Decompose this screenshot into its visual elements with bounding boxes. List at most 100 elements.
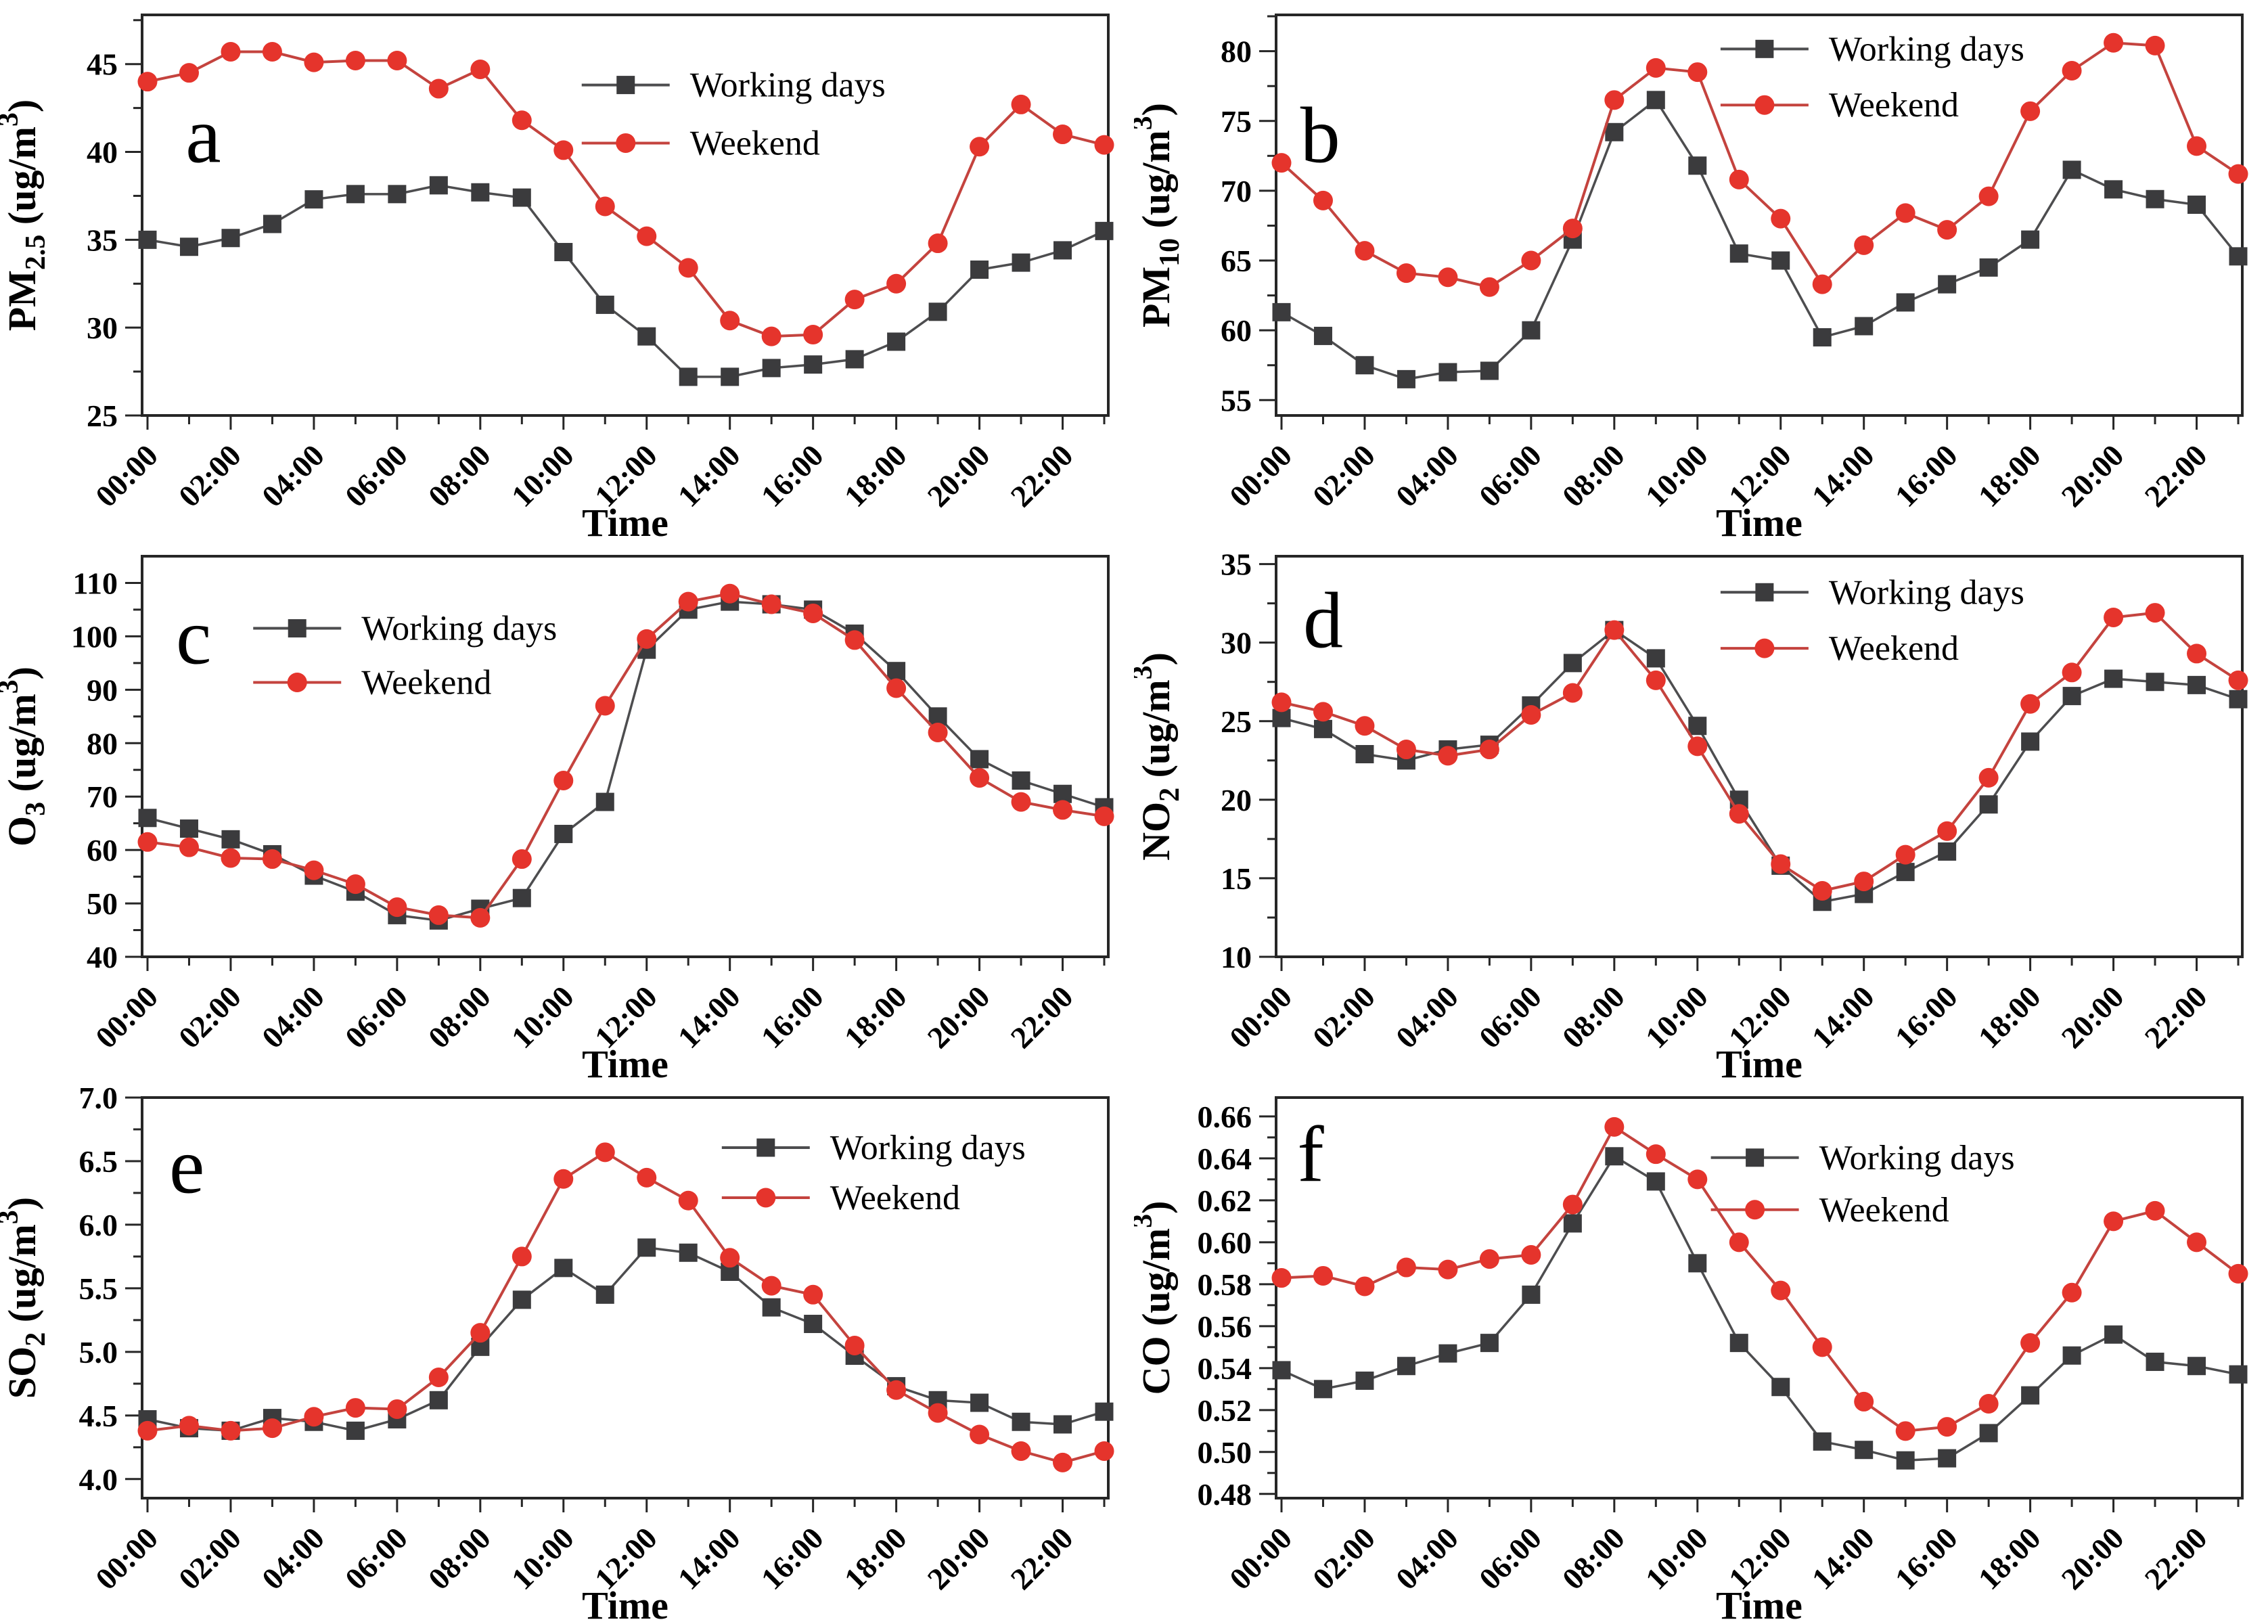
panel-e-so2: 4.0 4.5 5.0 5.5 6.0 6.5 7.0 00:00 02:00 04:00 06:0…	[0, 1083, 1134, 1624]
data-point-square	[1012, 1412, 1030, 1431]
data-point-square	[1397, 1357, 1415, 1376]
data-point-square	[804, 355, 823, 374]
data-point-circle	[221, 1420, 241, 1441]
data-point-square	[928, 707, 947, 726]
data-point-circle	[678, 591, 698, 612]
legend-marker-circle	[756, 1188, 776, 1208]
y-tick-label: 5.0	[79, 1335, 118, 1370]
data-point-circle	[1094, 135, 1114, 155]
data-point-circle	[844, 290, 865, 310]
data-point-circle	[595, 196, 615, 217]
x-tick-label: 04:00	[255, 438, 331, 514]
x-tick-label: 14:00	[1805, 979, 1881, 1055]
data-point-circle	[1687, 62, 1708, 83]
series-weekend	[1271, 32, 2248, 297]
x-tick-label: 06:00	[338, 979, 414, 1055]
x-tick-label: 02:00	[1306, 438, 1382, 514]
data-point-square	[138, 230, 157, 249]
data-point-circle	[428, 1367, 449, 1387]
x-tick-label: 08:00	[1556, 979, 1631, 1055]
data-point-circle	[387, 51, 407, 71]
y-tick-label: 0.64	[1198, 1142, 1252, 1176]
data-point-circle	[1687, 1169, 1708, 1190]
data-point-square	[1938, 842, 1957, 861]
data-point-circle	[1895, 1421, 1915, 1441]
data-point-square	[429, 1391, 448, 1409]
data-point-square	[138, 809, 157, 828]
data-point-circle	[595, 1142, 615, 1163]
y-tick-label: 10	[1221, 940, 1252, 974]
data-point-circle	[345, 1398, 365, 1418]
data-point-circle	[470, 59, 491, 79]
series-line	[147, 1150, 1105, 1464]
data-point-circle	[1053, 125, 1073, 145]
legend-label: Weekend	[361, 663, 491, 702]
data-point-square	[637, 327, 656, 346]
y-tick-label: 60	[1221, 313, 1252, 348]
y-tick-label: 30	[1221, 626, 1252, 660]
x-tick-label: 06:00	[1472, 1520, 1548, 1596]
data-point-square	[1646, 91, 1665, 110]
series-line	[1281, 628, 2239, 903]
y-tick-label: 5.5	[79, 1271, 118, 1306]
data-point-circle	[1978, 767, 1999, 788]
panel-letter: a	[185, 91, 221, 180]
data-point-circle	[1937, 1417, 1957, 1437]
data-point-circle	[2020, 1333, 2041, 1353]
data-point-circle	[2104, 32, 2124, 53]
data-point-square	[2187, 1357, 2206, 1376]
data-point-circle	[1438, 1259, 1458, 1280]
series-line	[1281, 1125, 2240, 1433]
y-tick-label: 80	[1221, 35, 1252, 69]
axes: 55 60 65 70 75 80 00:00 02:00 04:00 06:00 08:00 10:…	[1221, 15, 2240, 514]
y-tick-label: 55	[1221, 383, 1252, 418]
data-point-circle	[1646, 1144, 1666, 1165]
legend-marker-square	[1746, 1148, 1765, 1167]
data-point-square	[221, 229, 240, 248]
data-point-square	[721, 367, 740, 386]
legend-marker-square	[616, 76, 635, 95]
data-point-circle	[1094, 806, 1114, 826]
data-point-square	[2062, 1346, 2081, 1365]
data-point-circle	[1937, 821, 1957, 841]
data-point-circle	[1011, 94, 1031, 114]
x-axis-label: Time	[582, 501, 668, 541]
data-point-square	[1688, 1254, 1707, 1273]
data-point-circle	[553, 771, 574, 791]
legend-label: Working days	[361, 610, 557, 648]
data-point-square	[595, 295, 614, 314]
data-point-square	[2146, 673, 2164, 692]
data-point-circle	[304, 52, 324, 72]
data-point-square	[1896, 293, 1915, 312]
data-point-circle	[428, 78, 449, 99]
legend: Working days Weekend	[253, 610, 557, 702]
series-working-days	[1272, 91, 2248, 388]
data-point-square	[2104, 669, 2123, 688]
data-point-square	[1771, 251, 1790, 270]
chart-o3: 40 50 60 70 80 90 100 110 00:00 02:00 04:00 06:00 08…	[0, 555, 1114, 1083]
x-tick-label: 06:00	[338, 1520, 414, 1596]
data-point-circle	[1521, 250, 1541, 271]
data-point-square	[1979, 258, 1998, 277]
x-tick-label: 02:00	[1306, 1520, 1382, 1596]
data-point-square	[554, 1259, 573, 1278]
data-point-square	[637, 1238, 656, 1257]
x-tick-label: 08:00	[422, 438, 497, 514]
data-point-square	[1855, 317, 1874, 336]
series-line	[147, 600, 1105, 922]
data-point-square	[2062, 160, 2081, 179]
x-tick-label: 22:00	[1004, 1520, 1080, 1596]
data-point-circle	[1562, 683, 1583, 703]
data-point-circle	[678, 1190, 698, 1211]
data-point-square	[1896, 1451, 1915, 1470]
data-point-circle	[886, 273, 907, 294]
y-tick-label: 35	[1221, 547, 1252, 582]
data-point-circle	[2145, 1200, 2165, 1221]
data-point-circle	[553, 1169, 574, 1189]
panel-letter: f	[1297, 1110, 1324, 1198]
data-point-square	[1053, 241, 1072, 260]
data-point-square	[179, 819, 198, 838]
data-point-circle	[1313, 702, 1333, 722]
data-point-circle	[1604, 620, 1625, 640]
x-tick-label: 08:00	[1556, 438, 1631, 514]
